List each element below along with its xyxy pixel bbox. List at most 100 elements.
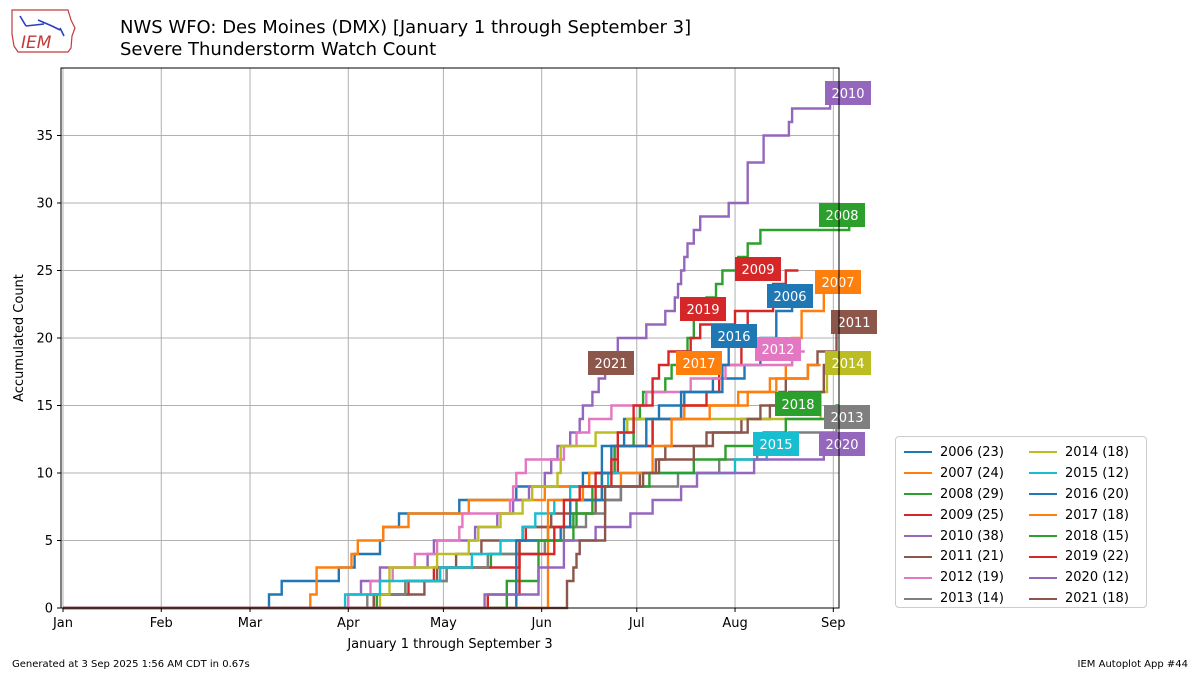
legend-swatch — [904, 576, 932, 579]
y-tick-label: 25 — [36, 264, 53, 279]
y-tick-label: 5 — [45, 534, 53, 549]
legend-label: 2014 (18) — [1065, 444, 1129, 460]
end-label-2019: 2019 — [686, 303, 719, 318]
end-label-box-2019 — [680, 297, 726, 321]
legend: 2006 (23) 2007 (24) 2008 (29) 2009 (25) 2010… — [895, 436, 1147, 608]
end-label-box-2014 — [825, 351, 871, 375]
x-tick-label: Jul — [628, 616, 645, 631]
end-label-box-2010 — [825, 81, 871, 105]
legend-item: 2009 (25) — [904, 505, 1029, 526]
end-label-2021: 2021 — [594, 357, 627, 372]
end-label-2010: 2010 — [831, 87, 864, 102]
legend-label: 2021 (18) — [1065, 591, 1129, 607]
legend-swatch — [904, 472, 932, 475]
end-label-box-2020 — [819, 432, 865, 456]
legend-item: 2017 (18) — [1029, 505, 1144, 526]
end-label-box-2013 — [824, 405, 870, 429]
end-label-box-2018 — [775, 392, 821, 416]
weather-symbol-icon — [19, 15, 65, 37]
legend-item: 2016 (20) — [1029, 484, 1144, 505]
end-label-2008: 2008 — [825, 209, 858, 224]
end-label-box-2006 — [767, 284, 813, 308]
series-line-2009 — [63, 269, 799, 610]
legend-label: 2019 (22) — [1065, 549, 1129, 565]
iem-logo: IEM — [11, 9, 76, 53]
legend-swatch — [1029, 514, 1057, 517]
x-tick-label: Mar — [238, 616, 263, 631]
x-tick-label: Aug — [722, 616, 747, 631]
legend-swatch — [1029, 451, 1057, 454]
legend-item: 2010 (38) — [904, 526, 1029, 547]
legend-item: 2013 (14) — [904, 588, 1029, 609]
legend-swatch — [1029, 597, 1057, 600]
end-label-2020: 2020 — [825, 438, 858, 453]
legend-swatch — [1029, 472, 1057, 475]
axis-ticks: Jan Feb Mar Apr May Jun Jul Aug Sep 0 5 10 15 20 25 30 3… — [36, 129, 845, 631]
generated-note: Generated at 3 Sep 2025 1:56 AM CDT in 0… — [12, 659, 250, 670]
legend-swatch — [1029, 535, 1057, 537]
logo-text: IEM — [21, 33, 52, 53]
x-axis-label: January 1 through September 3 — [346, 637, 552, 652]
legend-item: 2015 (12) — [1029, 463, 1144, 484]
x-tick-label: Sep — [821, 616, 846, 631]
x-tick-label: Feb — [150, 616, 173, 631]
end-label-2013: 2013 — [830, 411, 863, 426]
legend-item: 2011 (21) — [904, 546, 1029, 567]
legend-swatch — [904, 514, 932, 517]
end-label-2006: 2006 — [773, 290, 806, 305]
legend-item: 2018 (15) — [1029, 526, 1144, 547]
legend-label: 2015 (12) — [1065, 465, 1129, 481]
legend-item: 2014 (18) — [1029, 442, 1144, 463]
legend-item: 2006 (23) — [904, 442, 1029, 463]
legend-swatch — [904, 597, 932, 600]
legend-label: 2012 (19) — [940, 570, 1004, 586]
legend-swatch — [904, 493, 932, 496]
end-label-box-2015 — [753, 432, 799, 456]
legend-label: 2007 (24) — [940, 465, 1004, 481]
end-label-box-2012 — [755, 337, 801, 361]
series-line-2017 — [63, 363, 821, 610]
y-tick-label: 10 — [36, 467, 53, 482]
legend-swatch — [1029, 576, 1057, 579]
title-line-1: NWS WFO: Des Moines (DMX) [January 1 thr… — [120, 17, 692, 38]
legend-label: 2016 (20) — [1065, 486, 1129, 502]
legend-label: 2006 (23) — [940, 444, 1004, 460]
y-tick-label: 30 — [36, 197, 53, 212]
series-line-2021 — [63, 363, 837, 610]
x-tick-label: Jan — [52, 616, 73, 631]
legend-swatch — [904, 451, 932, 454]
x-tick-label: May — [430, 616, 457, 631]
legend-label: 2017 (18) — [1065, 507, 1129, 523]
end-label-box-2008 — [819, 203, 865, 227]
chart-title: NWS WFO: Des Moines (DMX) [January 1 thr… — [120, 17, 691, 61]
legend-swatch — [1029, 555, 1057, 558]
series-line-2018 — [63, 404, 840, 610]
series-line-2015 — [63, 444, 780, 610]
legend-item: 2020 (12) — [1029, 567, 1144, 588]
end-label-2016: 2016 — [717, 330, 750, 345]
end-label-box-2017 — [676, 351, 722, 375]
title-line-2: Severe Thunderstorm Watch Count — [120, 39, 437, 60]
legend-swatch — [1029, 493, 1057, 496]
x-tick-label: Apr — [337, 616, 360, 631]
legend-label: 2013 (14) — [940, 591, 1004, 607]
end-label-box-2021 — [588, 351, 634, 375]
end-label-box-2009 — [735, 257, 781, 281]
y-tick-label: 20 — [36, 332, 53, 347]
y-tick-label: 35 — [36, 129, 53, 144]
legend-item: 2012 (19) — [904, 567, 1029, 588]
end-label-box-2007 — [815, 270, 861, 294]
legend-item: 2019 (22) — [1029, 546, 1144, 567]
legend-label: 2010 (38) — [940, 528, 1004, 544]
series-line-2010 — [63, 93, 840, 610]
end-label-2015: 2015 — [759, 438, 792, 453]
end-label-2007: 2007 — [821, 276, 854, 291]
series-line-2020 — [63, 444, 837, 610]
legend-item: 2007 (24) — [904, 463, 1029, 484]
end-label-2012: 2012 — [761, 343, 794, 358]
x-tick-label: Jun — [531, 616, 552, 631]
legend-item: 2021 (18) — [1029, 588, 1144, 609]
legend-label: 2011 (21) — [940, 549, 1004, 565]
legend-swatch — [904, 555, 932, 558]
